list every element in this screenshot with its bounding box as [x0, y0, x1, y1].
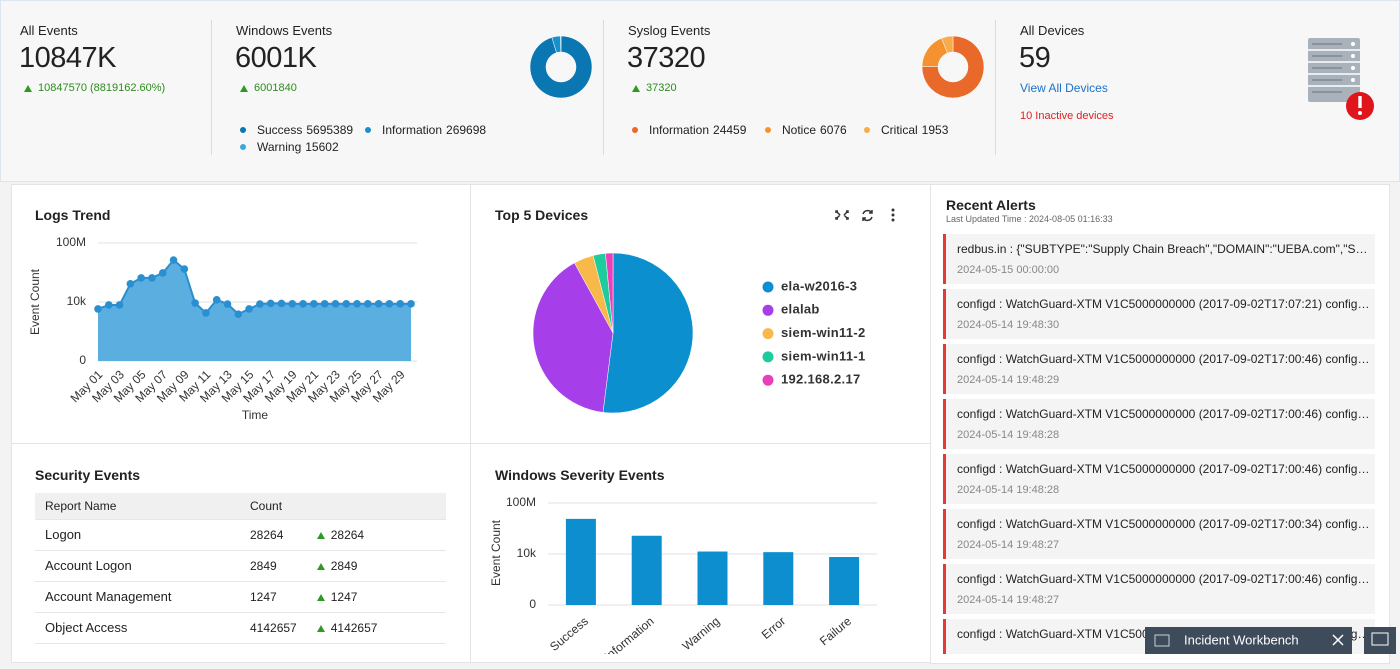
legend-value: 1953 [921, 123, 949, 137]
legend-label: Information [382, 123, 443, 137]
card-value: 37320 [627, 42, 706, 74]
legend-label: Notice [782, 123, 817, 137]
alert-item[interactable]: configd : WatchGuard-XTM V1C5000000000 (… [943, 454, 1375, 504]
legend-label: Warning [257, 140, 302, 154]
change: 28264 [306, 519, 446, 551]
count: 2849 [240, 550, 307, 582]
count: 1247 [240, 581, 307, 613]
legend-value: 269698 [446, 123, 487, 137]
change: 2849 [306, 550, 446, 582]
change-value: 28264 [330, 527, 365, 542]
table-row: Account Logon 2849 2849 [35, 550, 446, 582]
count: 4142657 [240, 612, 307, 644]
legend-item: Success 5695389 [240, 123, 353, 137]
change-text: 37320 [646, 82, 677, 94]
card-value: 59 [1019, 42, 1051, 74]
legend-item: Information 269698 [365, 123, 486, 137]
up-icon [316, 562, 325, 570]
alert-time: 2024-05-14 19:48:30 [957, 319, 1060, 331]
separator [995, 20, 996, 155]
card-title: Syslog Events [628, 23, 711, 38]
alert-item[interactable]: redbus.in : {"SUBTYPE":"Supply Chain Bre… [943, 234, 1375, 284]
card-change: 6001840 [240, 82, 297, 94]
change-value: 1247 [330, 589, 358, 604]
count: 28264 [240, 519, 307, 551]
change-value: 2849 [330, 558, 358, 573]
legend-value: 5695389 [306, 123, 354, 137]
alert-item[interactable]: configd : WatchGuard-XTM V1C5000000000 (… [943, 289, 1375, 339]
table-header: Report Name Count [35, 493, 446, 520]
up-icon [316, 593, 325, 601]
alert-text: configd : WatchGuard-XTM V1C5000000000 (… [957, 627, 1375, 641]
card-title: All Events [20, 23, 78, 38]
alert-text: configd : WatchGuard-XTM V1C5000000000 (… [957, 462, 1375, 476]
last-updated: Last Updated Time : 2024-08-05 01:16:33 [946, 214, 1113, 224]
legend-label: Critical [881, 123, 918, 137]
alert-time: 2024-05-14 19:48:28 [957, 484, 1060, 496]
legend-item: Warning 15602 [240, 140, 339, 154]
up-icon [316, 531, 325, 539]
column-header: Report Name [35, 493, 240, 520]
legend-item: Notice 6076 [765, 123, 847, 137]
legend-item: Information 24459 [632, 123, 746, 137]
alert-text: configd : WatchGuard-XTM V1C5000000000 (… [957, 572, 1375, 586]
change: 1247 [306, 581, 446, 613]
panel-title: Recent Alerts [946, 197, 1036, 213]
table-row: Account Management 1247 1247 [35, 581, 446, 613]
inactive-devices: 10 Inactive devices [1020, 110, 1114, 122]
report-name: Object Access [35, 612, 240, 644]
legend-item: Critical 1953 [864, 123, 948, 137]
up-icon [316, 624, 325, 632]
panel-title: Security Events [35, 467, 141, 483]
alert-time: 2024-05-14 19:48:28 [957, 429, 1060, 441]
summary-bar [0, 0, 1400, 182]
card-change: 10847570 (8819162.60%) [24, 82, 165, 94]
report-name: Logon [35, 519, 240, 551]
report-name: Account Management [35, 581, 240, 613]
alert-text: redbus.in : {"SUBTYPE":"Supply Chain Bre… [957, 242, 1375, 256]
alert-item[interactable]: configd : WatchGuard-XTM V1C5000000000 (… [943, 509, 1375, 559]
alert-text: configd : WatchGuard-XTM V1C5000000000 (… [957, 517, 1375, 531]
change-text: 6001840 [254, 82, 297, 94]
alert-text: configd : WatchGuard-XTM V1C5000000000 (… [957, 352, 1375, 366]
alert-item[interactable]: configd : WatchGuard-XTM V1C5000000000 (… [943, 399, 1375, 449]
legend-label: Information [649, 123, 710, 137]
change: 4142657 [306, 612, 446, 644]
legend-value: 24459 [713, 123, 747, 137]
alert-item[interactable]: configd : WatchGuard-XTM V1C5000000000 (… [943, 564, 1375, 614]
alert-time: 2024-05-14 19:48:27 [957, 539, 1060, 551]
alert-time: 2024-05-14 19:48:27 [957, 594, 1060, 606]
card-title: Windows Events [236, 23, 333, 38]
alert-time: 2024-05-14 19:48:29 [957, 374, 1060, 386]
change-text: 10847570 (8819162.60%) [38, 82, 166, 94]
panel-title: Top 5 Devices [495, 207, 589, 223]
table-row: Object Access 4142657 4142657 [35, 612, 446, 644]
card-value: 10847K [19, 42, 117, 74]
table-row: Logon 28264 28264 [35, 519, 446, 551]
security-table: Report Name Count Logon 28264 28264 Account … [35, 493, 446, 644]
panel-title: Windows Severity Events [495, 467, 665, 483]
view-devices-link[interactable]: View All Devices [1020, 81, 1108, 95]
card-change: 37320 [632, 82, 677, 94]
alert-text: configd : WatchGuard-XTM V1C5000000000 (… [957, 297, 1375, 311]
separator [603, 20, 604, 155]
report-name: Account Logon [35, 550, 240, 582]
panel-title: Logs Trend [35, 207, 111, 223]
column-header: Count [240, 493, 446, 520]
change-value: 4142657 [330, 620, 378, 635]
legend-label: Success [257, 123, 303, 137]
legend-value: 15602 [305, 140, 339, 154]
alert-item[interactable]: configd : WatchGuard-XTM V1C5000000000 (… [943, 344, 1375, 394]
legend-value: 6076 [820, 123, 847, 137]
alert-text: configd : WatchGuard-XTM V1C5000000000 (… [957, 407, 1375, 421]
separator [211, 20, 212, 155]
alert-time: 2024-05-15 00:00:00 [957, 264, 1060, 276]
card-title: All Devices [1020, 23, 1085, 38]
card-value: 6001K [235, 42, 317, 74]
